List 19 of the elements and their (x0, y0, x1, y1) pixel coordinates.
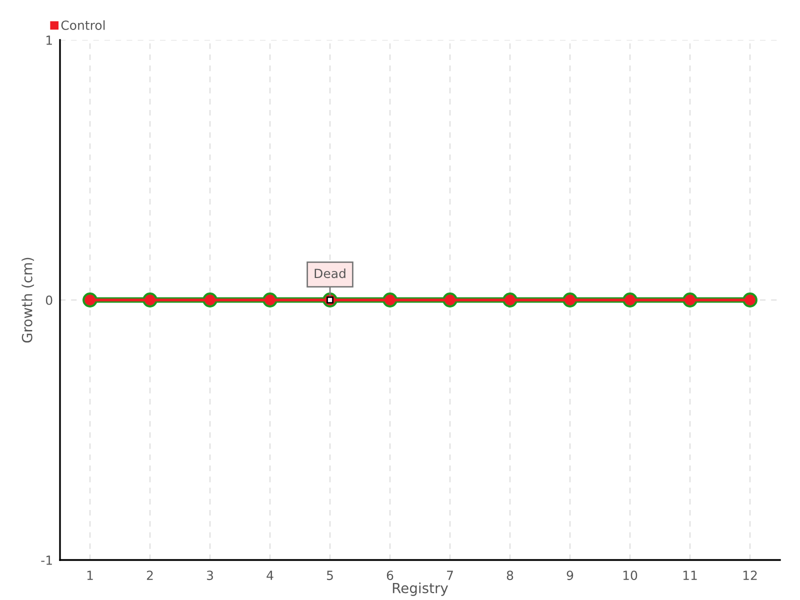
x-tick-label: 5 (326, 570, 333, 580)
x-axis-title: Registry (392, 582, 448, 596)
x-tick-label: 9 (566, 570, 574, 580)
x-tick-label: 3 (206, 570, 213, 580)
x-tick-label: 1 (87, 570, 93, 580)
x-tick-label: 8 (506, 570, 514, 580)
legend-label: Control (61, 20, 105, 30)
annotation: Dead (314, 268, 346, 278)
y-tick-label: 1 (46, 36, 52, 45)
x-tick-label: 7 (447, 570, 453, 580)
y-tick-label: -1 (41, 556, 52, 565)
y-axis-title: Growth (cm) (22, 258, 34, 343)
x-tick-label: 6 (386, 570, 394, 580)
x-tick-label: 4 (266, 570, 274, 580)
x-tick-label: 12 (743, 570, 757, 580)
x-tick-label: 11 (683, 570, 697, 580)
x-tick-label: 2 (146, 570, 153, 580)
x-tick-label: 10 (623, 570, 638, 580)
y-tick-label: 0 (46, 295, 52, 305)
